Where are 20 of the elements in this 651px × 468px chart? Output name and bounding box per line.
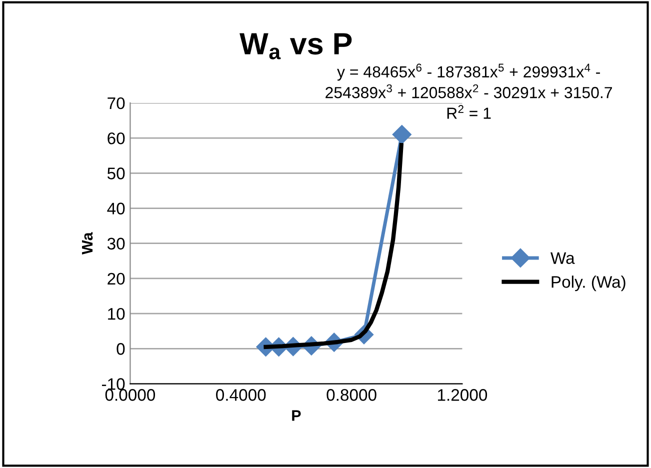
x-tick-label: 0.8000 <box>326 389 376 401</box>
x-tick-label: 1.2000 <box>438 389 488 401</box>
y-tick-label: -10 <box>102 378 125 390</box>
y-tick-label: 60 <box>108 132 125 144</box>
y-tick-label: 70 <box>108 97 125 110</box>
x-axis-title: P <box>292 410 301 421</box>
y-tick-label: 40 <box>107 202 125 214</box>
x-tick-label: 0.4000 <box>216 389 266 401</box>
y-tick-label: 0 <box>116 343 125 355</box>
x-tick-label: 0.0000 <box>105 389 156 401</box>
text: y = 48465x$^{6}$ - 187381x$^{5}$ + 299931x$^{4}$ - 254389x$^{3}$ + 120588x$^{2}$ - 30291x + 3150.7 R$^{2}$ = 1 <box>326 64 612 119</box>
y-tick-label: 20 <box>108 272 125 285</box>
legend-label: Poly. (Wa) <box>552 276 626 292</box>
y-axis-title: Wa <box>82 232 93 255</box>
chart-title: W$_{a}$ vs P <box>240 33 352 60</box>
y-tick-label: 30 <box>107 238 125 250</box>
legend-label: Wa <box>550 252 575 264</box>
y-tick-label: 50 <box>107 168 125 180</box>
y-tick-label: 10 <box>108 308 125 320</box>
point <box>392 125 412 144</box>
